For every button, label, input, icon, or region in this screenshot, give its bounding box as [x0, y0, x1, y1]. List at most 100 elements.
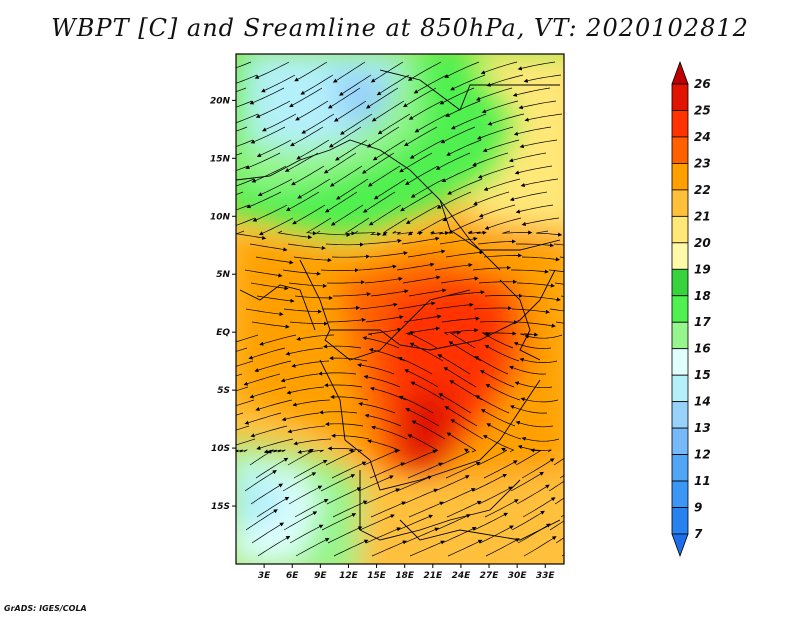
streamline [450, 419, 484, 440]
streamline [332, 61, 366, 83]
streamline [515, 204, 554, 214]
streamline [369, 251, 408, 258]
streamline [402, 488, 439, 505]
streamline [397, 514, 434, 531]
streamline [483, 253, 523, 258]
streamline [329, 356, 368, 362]
streamline [416, 217, 446, 236]
colorbar-segment [671, 215, 689, 244]
streamline [236, 399, 255, 407]
streamline [520, 397, 559, 403]
streamline [439, 236, 478, 245]
streamline [475, 87, 513, 101]
latitude-axis: 20N 15N 10N 5N EQ 5S 10S 15S [210, 96, 236, 512]
streamline [513, 126, 552, 136]
streamline [483, 178, 521, 191]
streamlines [236, 61, 564, 557]
streamline [251, 165, 287, 183]
streamline [258, 217, 294, 236]
streamline [555, 537, 564, 544]
streamline [249, 386, 287, 399]
streamline [327, 317, 366, 323]
streamline [475, 395, 510, 414]
streamline [362, 191, 396, 213]
streamline [434, 475, 470, 492]
streamline [441, 316, 480, 323]
streamline [236, 438, 256, 446]
colorbar-segment [671, 374, 689, 403]
streamline [446, 290, 485, 297]
streamline [332, 500, 368, 518]
streamline [367, 165, 401, 187]
streamline [320, 474, 356, 492]
streamline [244, 269, 283, 278]
streamline [508, 152, 547, 163]
streamline [414, 113, 449, 133]
streamline [443, 367, 477, 388]
streamline [251, 321, 290, 329]
streamline [522, 295, 561, 302]
streamline [326, 487, 362, 505]
streamline [559, 256, 564, 258]
streamline [287, 425, 326, 434]
streamline [295, 100, 329, 121]
colorbar-label: 22 [694, 183, 711, 197]
streamline [397, 301, 436, 310]
streamline [404, 126, 438, 147]
streamline [284, 152, 319, 172]
streamline [248, 347, 286, 360]
longitude-axis: 3E 6E 9E 12E 15E 18E 21E 24E 27E 30E 33E [258, 564, 555, 581]
lon-tick-label: 6E [286, 571, 299, 581]
lon-tick-label: 30E [508, 571, 528, 581]
streamline [445, 461, 481, 479]
streamline [286, 386, 325, 395]
streamline [447, 178, 483, 195]
streamline [486, 74, 524, 87]
streamline [246, 191, 282, 209]
streamline [259, 334, 297, 346]
streamline [402, 87, 437, 108]
streamline [364, 413, 402, 427]
colorbar-segment [671, 136, 689, 164]
streamline [301, 113, 335, 134]
colorbar-label: 17 [694, 315, 711, 329]
streamline [236, 61, 252, 69]
streamline [288, 282, 327, 288]
streamline [450, 330, 476, 349]
streamline [451, 113, 487, 130]
streamline [292, 399, 331, 407]
streamline [245, 308, 284, 317]
streamline [289, 321, 328, 326]
streamline [521, 458, 555, 479]
streamline [560, 514, 564, 518]
streamline [255, 399, 293, 411]
streamline [245, 152, 281, 170]
streamline [243, 373, 281, 386]
colorbar-segment [671, 295, 689, 323]
streamline [479, 525, 514, 544]
streamline [521, 217, 560, 226]
streamline [249, 243, 288, 252]
streamline [405, 165, 439, 186]
lon-tick-label: 18E [395, 571, 415, 581]
streamline [325, 242, 365, 247]
streamline [250, 425, 288, 438]
streamline [438, 393, 472, 414]
streamline [364, 488, 400, 505]
streamline [561, 554, 564, 557]
colorbar-label: 20 [694, 236, 711, 250]
streamline [358, 264, 397, 271]
streamline [404, 369, 439, 388]
streamline [477, 165, 515, 179]
lat-tick-label: 15N [210, 154, 231, 164]
streamline [515, 448, 542, 466]
streamline [440, 488, 476, 505]
streamline [306, 217, 332, 236]
colorbar-segment [671, 189, 689, 217]
streamline [250, 126, 286, 144]
colorbar-segment [671, 268, 689, 297]
streamline [502, 230, 533, 235]
streamline [328, 126, 362, 148]
lat-tick-label: EQ [216, 328, 230, 338]
streamline [372, 139, 406, 161]
